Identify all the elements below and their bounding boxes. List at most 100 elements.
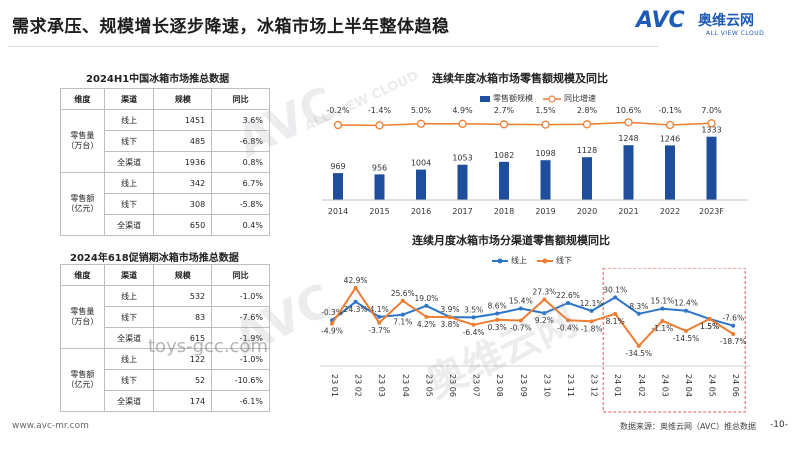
data-label: 3.8% [440,320,459,329]
data-label: 8.3% [629,302,648,311]
data-label: 7.1% [393,318,412,327]
yoy-label: 2.7% [494,106,515,115]
data-label: -0.4% [557,323,579,332]
yoy-cell: -7.6% [211,306,270,328]
series-point [660,318,665,323]
series-point [471,315,476,320]
table-row: 线下 83 -7.6% [61,306,270,328]
series-point [566,301,570,306]
data-label: 8.1% [606,317,625,326]
footer-url[interactable]: www.avc-mr.com [12,421,89,431]
channel-cell: 全渠道 [103,327,155,349]
table-header-cell: 渠道 [103,88,155,110]
logo-en-text: ALL VIEW CLOUD [706,30,765,37]
value-cell: 532 [153,285,213,307]
x-tick-label: 23 07 [472,374,481,397]
yoy-point [375,121,384,130]
dimension-cell: 零售量 （万台） [60,109,105,173]
legend-item-offline: 线下 [537,255,572,266]
data-label: 25.6% [391,289,415,298]
legend-swatch-line-icon [543,94,561,103]
yoy-point [458,119,467,128]
value-cell: 650 [153,214,213,236]
bar-value-label: 969 [330,162,345,171]
x-tick-label: 2019 [535,207,555,216]
yoy-cell: 3.6% [211,109,270,131]
dimension-cell: 零售额 （亿元） [60,172,105,236]
table1-title: 2024H1中国冰箱市场推总数据 [86,74,230,85]
yoy-label: 7.0% [701,106,722,115]
channel-cell: 线上 [103,172,155,194]
x-tick-label: 23 11 [566,374,575,397]
table-row: 全渠道 650 0.4% [61,214,270,236]
table-header-row: 维度 渠道 规模 同比 [60,88,270,110]
table-row: 线下 52 -10.6% [61,369,270,391]
series-point [518,306,523,311]
bar-value-label: 1246 [660,134,680,143]
series-point [400,298,405,303]
series-point [353,299,358,304]
table-header-cell: 渠道 [103,264,155,286]
yoy-point [416,119,426,128]
channel-cell: 全渠道 [103,390,155,412]
yoy-cell: -5.8% [211,193,270,215]
data-label: -7.6% [722,314,744,323]
yoy-label: 2.8% [577,106,598,115]
channel-cell: 线上 [103,285,155,307]
series-line-offline [331,286,734,347]
table-row: 线下 485 -6.8% [61,130,270,152]
legend-label-offline: 线下 [556,256,572,265]
series-point [424,314,429,319]
yoy-cell: -6.1% [211,390,270,412]
x-tick-label: 24 01 [613,374,622,397]
yoy-point [665,120,675,130]
page-title: 需求承压、规模增长逐步降速，冰箱市场上半年整体趋稳 [12,17,450,37]
data-label: 15.1% [650,297,674,306]
bar [540,160,551,200]
yoy-line [337,121,712,127]
bar-value-label: 1053 [452,154,472,163]
x-tick-label: 23 06 [448,374,457,397]
bar-value-label: 1004 [411,159,431,168]
value-cell: 308 [153,193,213,215]
series-point [684,328,688,333]
yoy-cell: -1.9% [211,327,270,349]
yoy-point [624,118,633,127]
yoy-point [707,119,716,128]
table-header-cell: 维度 [60,88,105,110]
legend-item-sales: 零售额规模 [480,93,533,104]
x-tick-label: 23 08 [495,374,504,397]
value-cell: 1936 [153,151,213,173]
series-point [613,295,618,300]
data-label: -14.5% [673,334,700,343]
yoy-point [582,120,592,129]
series-point [636,311,641,316]
x-tick-label: 24 02 [637,374,646,397]
data-label: 3.9% [440,305,459,314]
legend-label-online: 线上 [511,256,527,265]
yoy-label: 4.9% [452,106,473,115]
data-source: 数据来源：奥维云网（AVC）推总数据 [619,422,756,431]
series-point [471,322,476,327]
data-label: 15.4% [509,296,533,305]
series-point [660,306,665,311]
data-label: -18.7% [720,337,747,346]
table-header-cell: 规模 [153,264,213,286]
bar [457,164,468,200]
channel-cell: 线上 [103,109,155,131]
table-row: 全渠道 174 -6.1% [61,390,270,412]
x-tick-label: 23 01 [330,374,339,397]
legend-label-yoy: 同比增速 [564,94,596,103]
logo-avc-text: AVC [636,8,685,33]
x-tick-label: 23 09 [519,374,528,397]
yoy-label: -0.2% [326,106,350,115]
x-tick-label: 24 06 [731,374,740,397]
series-point [636,343,641,348]
series-point [542,297,547,302]
logo-cn-text: 奥维云网 [698,13,754,29]
series-point [353,285,358,290]
data-label: 0.3% [488,323,507,332]
table2-title: 2024年618促销期冰箱市场推总数据 [70,253,239,264]
yoy-cell: -1.0% [211,285,270,307]
data-label: -6.4% [463,328,485,337]
